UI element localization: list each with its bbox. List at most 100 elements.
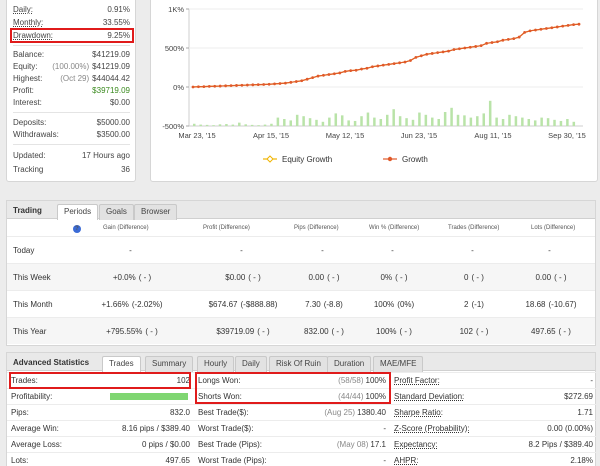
stat-label: Sharpe Ratio: [394, 408, 443, 417]
cell-value: - [391, 246, 394, 255]
data-point [278, 82, 282, 85]
stat-value: 0.00 (0.00%) [547, 424, 593, 433]
stat-value: $0.00 [109, 98, 130, 107]
trading-table-header: ? Gain (Difference) Profit (Difference) … [7, 222, 595, 236]
stat-value: 9.25% [107, 31, 130, 40]
bar [392, 109, 395, 126]
bar [386, 114, 389, 126]
data-point [354, 68, 358, 72]
cell-value: 2 [464, 300, 469, 309]
data-point [457, 47, 461, 51]
stat-row: Z-Score (Probability): 0.00 (0.00%) [390, 420, 597, 436]
advanced-title: Advanced Statistics [13, 358, 90, 367]
data-point [316, 74, 320, 78]
stat-label: Standard Deviation: [394, 392, 465, 401]
cell-value: 7.30 [305, 300, 321, 309]
stat-note: (May 08) [336, 440, 369, 449]
bar [514, 116, 518, 126]
data-point [305, 77, 309, 81]
bar [476, 116, 479, 126]
trading-tab-bar: Trading Periods Goals Browser [7, 201, 595, 220]
data-point [577, 22, 581, 26]
data-point [256, 83, 260, 87]
account-stats-panel: Daily: 0.91% Monthly: 33.55% Drawdown: 9… [6, 0, 136, 182]
bar [321, 121, 325, 126]
data-point [273, 82, 276, 86]
stat-value: 8.2 Pips / $389.40 [528, 440, 594, 449]
stat-withdrawals: Withdrawals: $3500.00 [13, 129, 130, 141]
bar [347, 120, 350, 126]
bar [398, 116, 402, 126]
data-point [197, 85, 200, 89]
bar [501, 119, 505, 126]
stat-label: Best Trade (Pips): [198, 440, 263, 449]
stat-note: (Aug 25) [324, 408, 356, 417]
cell-diff: ( - ) [138, 273, 152, 282]
col-win: Win % (Difference) [369, 225, 420, 231]
data-point [517, 35, 521, 39]
data-point [419, 54, 423, 58]
cell-diff: (-10.67) [548, 300, 577, 309]
stat-row: Average Win: 8.16 pips / $389.40 [7, 420, 194, 436]
y-tick-label: 0% [173, 83, 184, 92]
x-tick-label: Aug 11, '15 [474, 131, 511, 140]
cell-trades: 0( - ) [438, 273, 510, 282]
stat-value: 1380.40 [357, 408, 386, 417]
col-pips: Pips (Difference) [294, 225, 339, 231]
cell-diff: ( - ) [331, 327, 344, 336]
cell-diff: ( - ) [471, 273, 484, 282]
data-point [544, 27, 548, 30]
tab-mae-mfe[interactable]: MAE/MFE [373, 356, 424, 372]
y-tick-label: -500% [162, 122, 184, 131]
tab-duration[interactable]: Duration [327, 356, 372, 372]
stat-label: Withdrawals: [13, 130, 59, 139]
bar [244, 124, 247, 126]
data-point [235, 84, 238, 87]
bar [411, 119, 415, 126]
stat-row: Average Loss: 0 pips / $0.00 [7, 436, 194, 452]
data-point [245, 83, 249, 87]
data-point [430, 52, 434, 55]
cell-diff: (-1) [471, 300, 484, 309]
cell-value: - [548, 246, 551, 255]
bar [424, 114, 428, 126]
data-point [447, 49, 450, 53]
bar [199, 124, 202, 126]
data-point [463, 46, 467, 50]
drawdown-highlight-box [10, 28, 134, 43]
series-line-equity-growth [192, 23, 580, 88]
legend-swatch-marker [266, 155, 274, 163]
bar [443, 112, 447, 126]
tab-goals[interactable]: Goals [99, 204, 134, 220]
stat-row: Best Trade (Pips): (May 08) 17.1 [194, 436, 390, 452]
bar [553, 119, 556, 126]
stat-label: Worst Trade (Pips): [198, 456, 267, 465]
tab-hourly[interactable]: Hourly [197, 356, 235, 372]
help-icon[interactable]: ? [73, 225, 81, 233]
tab-daily[interactable]: Daily [235, 356, 267, 372]
col-profit: Profit (Difference) [203, 225, 250, 231]
stat-value: - [590, 376, 593, 385]
stat-updated: Updated: 17 Hours ago [13, 150, 130, 162]
col-gain: Gain (Difference) [103, 225, 149, 231]
bar [572, 121, 576, 126]
tab-summary[interactable]: Summary [145, 356, 194, 372]
legend-label: Equity Growth [282, 155, 332, 164]
data-point [202, 85, 206, 89]
x-tick-label: Apr 15, '15 [253, 131, 289, 140]
tab-periods[interactable]: Periods [57, 204, 99, 220]
bar [328, 117, 331, 126]
stat-value: 832.0 [169, 408, 190, 417]
tab-trades[interactable]: Trades [102, 356, 141, 372]
bar [373, 117, 376, 126]
legend-swatch-marker [387, 156, 393, 162]
cell-diff: ( - ) [248, 273, 261, 282]
trading-panel: Trading Periods Goals Browser ? Gain (Di… [6, 200, 596, 346]
data-point [436, 51, 440, 55]
cell-lots: 18.68 (-10.67) [521, 300, 581, 309]
tab-browser[interactable]: Browser [134, 204, 178, 220]
tab-risk-of-ruin[interactable]: Risk Of Ruin [269, 356, 328, 372]
stat-note: (Oct 29) [60, 74, 90, 83]
data-point [300, 79, 304, 83]
cell-value: +1.66% [101, 300, 129, 309]
